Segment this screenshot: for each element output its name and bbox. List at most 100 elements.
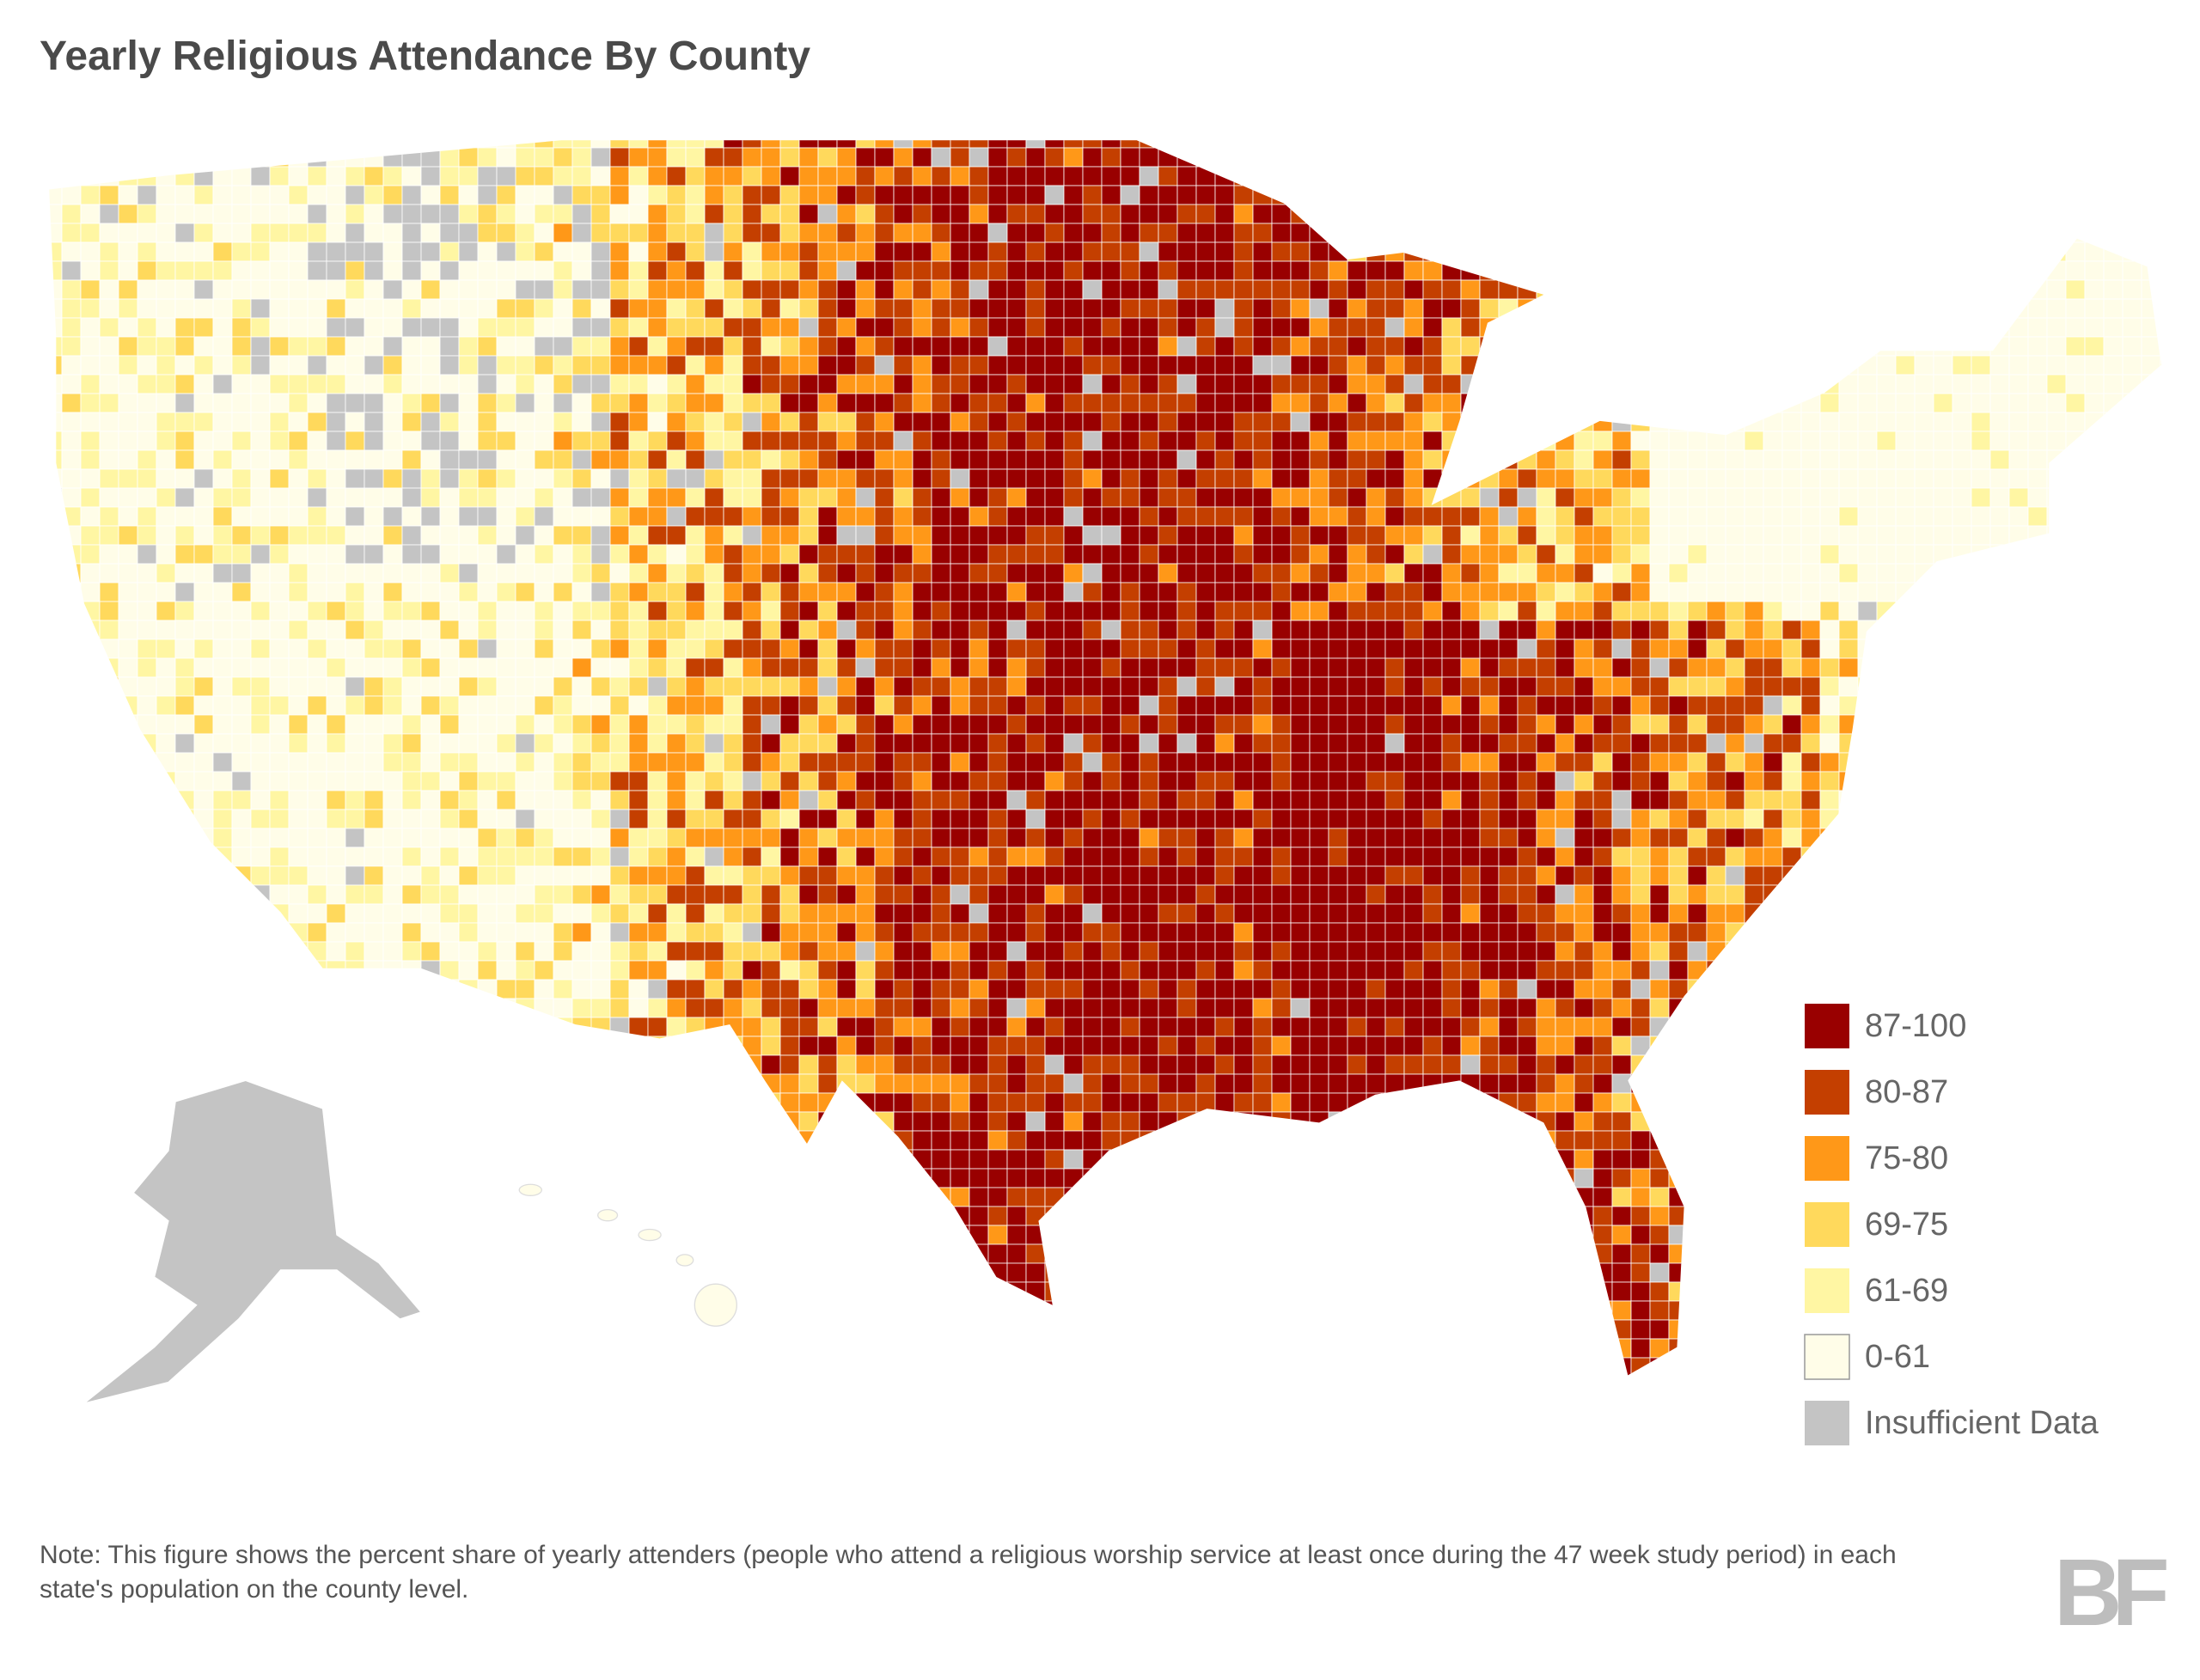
county-tile bbox=[1479, 903, 1500, 924]
county-tile bbox=[2065, 487, 2086, 508]
county-tile bbox=[1271, 374, 1292, 394]
county-tile bbox=[307, 449, 327, 470]
county-tile bbox=[817, 336, 838, 357]
county-tile bbox=[1800, 431, 1821, 451]
county-tile bbox=[534, 487, 554, 508]
county-tile bbox=[1744, 620, 1764, 640]
county-tile bbox=[666, 828, 687, 848]
county-tile bbox=[817, 544, 838, 565]
county-tile bbox=[2008, 771, 2029, 791]
county-tile bbox=[1347, 166, 1367, 186]
county-tile bbox=[2122, 279, 2142, 300]
county-tile bbox=[987, 809, 1008, 829]
county-tile bbox=[80, 846, 101, 867]
county-tile bbox=[477, 298, 498, 319]
county-tile bbox=[1914, 241, 1934, 262]
county-tile bbox=[723, 809, 743, 829]
county-tile bbox=[2008, 147, 2029, 168]
county-tile bbox=[1668, 733, 1689, 754]
county-tile bbox=[742, 828, 762, 848]
county-tile bbox=[855, 241, 876, 262]
county-tile bbox=[590, 620, 611, 640]
county-tile bbox=[1838, 733, 1859, 754]
county-tile bbox=[288, 790, 309, 810]
county-tile bbox=[1781, 260, 1802, 281]
county-tile bbox=[1403, 355, 1424, 376]
county-tile bbox=[836, 147, 857, 168]
county-tile bbox=[723, 506, 743, 527]
county-tile bbox=[2084, 355, 2105, 376]
county-tile bbox=[1063, 544, 1084, 565]
county-tile bbox=[49, 809, 63, 829]
county-tile bbox=[250, 449, 271, 470]
county-tile bbox=[2103, 790, 2124, 810]
county-tile bbox=[1366, 166, 1386, 186]
county-tile bbox=[987, 525, 1008, 546]
county-tile bbox=[1989, 809, 2010, 829]
county-tile bbox=[969, 317, 989, 338]
county-tile bbox=[1574, 468, 1594, 489]
county-tile bbox=[931, 468, 951, 489]
county-tile bbox=[420, 563, 441, 583]
county-tile bbox=[931, 941, 951, 962]
county-tile bbox=[647, 487, 668, 508]
county-tile bbox=[1176, 412, 1197, 432]
county-tile bbox=[723, 279, 743, 300]
county-tile bbox=[1441, 714, 1462, 735]
county-tile bbox=[1989, 601, 2010, 621]
county-tile bbox=[798, 393, 819, 413]
county-tile bbox=[950, 884, 970, 905]
county-tile bbox=[1366, 185, 1386, 205]
county-tile bbox=[250, 204, 271, 224]
county-tile bbox=[2122, 601, 2142, 621]
county-tile bbox=[798, 298, 819, 319]
county-tile bbox=[439, 733, 460, 754]
county-tile bbox=[742, 487, 762, 508]
county-tile bbox=[2160, 582, 2161, 602]
county-tile bbox=[49, 140, 63, 149]
county-tile bbox=[609, 506, 630, 527]
county-tile bbox=[118, 279, 138, 300]
county-tile bbox=[704, 657, 724, 678]
county-tile bbox=[1403, 393, 1424, 413]
county-tile bbox=[1800, 903, 1821, 924]
county-tile bbox=[1649, 582, 1670, 602]
county-tile bbox=[401, 374, 422, 394]
county-tile bbox=[1139, 279, 1159, 300]
county-tile bbox=[382, 620, 403, 640]
county-tile bbox=[515, 676, 535, 697]
county-tile bbox=[1781, 714, 1802, 735]
county-tile bbox=[1384, 941, 1405, 962]
county-tile bbox=[1668, 185, 1689, 205]
county-tile bbox=[1517, 657, 1537, 678]
county-tile bbox=[874, 166, 895, 186]
county-tile bbox=[1763, 449, 1783, 470]
county-tile bbox=[798, 563, 819, 583]
county-tile bbox=[1611, 903, 1632, 924]
county-tile bbox=[817, 657, 838, 678]
county-tile bbox=[704, 676, 724, 697]
county-tile bbox=[1101, 223, 1121, 243]
county-tile bbox=[1366, 468, 1386, 489]
county-tile bbox=[49, 676, 63, 697]
county-tile bbox=[1233, 393, 1254, 413]
county-tile bbox=[609, 393, 630, 413]
county-tile bbox=[1744, 695, 1764, 716]
county-tile bbox=[99, 431, 119, 451]
county-tile bbox=[1933, 601, 1953, 621]
county-tile bbox=[2008, 279, 2029, 300]
county-tile bbox=[1838, 903, 1859, 924]
county-tile bbox=[458, 638, 479, 659]
county-tile bbox=[1668, 582, 1689, 602]
county-tile bbox=[496, 506, 516, 527]
county-tile bbox=[666, 355, 687, 376]
county-tile bbox=[2065, 374, 2086, 394]
county-tile bbox=[1781, 374, 1802, 394]
county-tile bbox=[1706, 884, 1726, 905]
county-tile bbox=[1668, 412, 1689, 432]
county-tile bbox=[1744, 241, 1764, 262]
county-tile bbox=[2103, 582, 2124, 602]
county-tile bbox=[307, 147, 327, 168]
county-tile bbox=[1384, 317, 1405, 338]
county-tile bbox=[1781, 317, 1802, 338]
